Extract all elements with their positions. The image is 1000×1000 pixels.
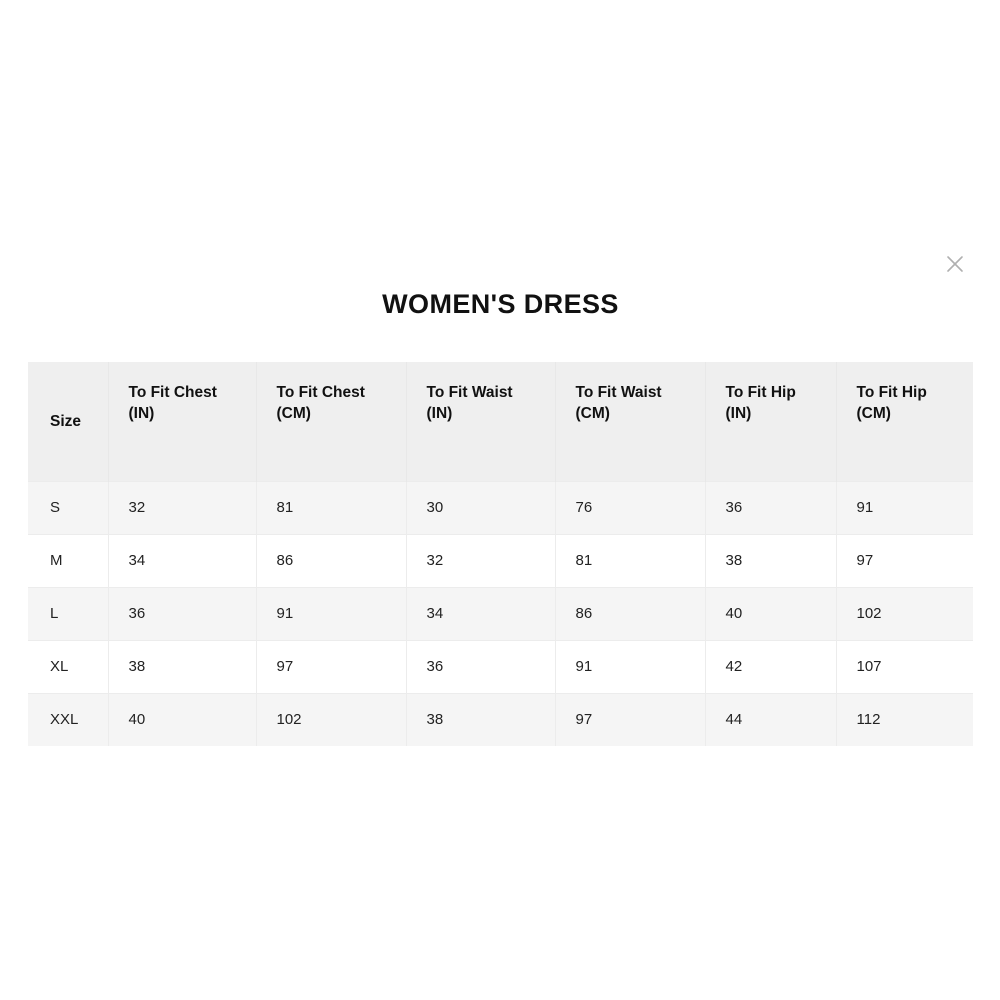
cell-chest-in: 36 [108, 586, 257, 640]
size-chart-modal: WOMEN'S DRESS Size To Fit Chest (IN) To … [28, 230, 973, 750]
size-chart-table: Size To Fit Chest (IN) To Fit Chest (CM)… [28, 362, 973, 746]
table-header: Size To Fit Chest (IN) To Fit Chest (CM)… [28, 362, 973, 481]
cell-waist-in: 36 [406, 639, 556, 693]
cell-chest-in: 34 [108, 533, 257, 587]
cell-hip-cm: 91 [836, 480, 973, 534]
cell-waist-in: 32 [406, 533, 556, 587]
page-title: WOMEN'S DRESS [382, 289, 619, 319]
cell-waist-in: 30 [406, 480, 556, 534]
cell-hip-in: 42 [705, 639, 837, 693]
column-header-hip-cm: To Fit Hip (CM) [836, 362, 973, 481]
cell-waist-cm: 97 [555, 692, 706, 746]
table-body: S 32 81 30 76 36 91 M 34 86 32 81 38 97 [28, 480, 973, 746]
cell-size: XXL [28, 692, 109, 746]
column-header-chest-in: To Fit Chest (IN) [108, 362, 257, 481]
cell-size: M [28, 533, 109, 587]
cell-hip-in: 38 [705, 533, 837, 587]
column-header-size: Size [28, 362, 109, 481]
cell-waist-cm: 76 [555, 480, 706, 534]
cell-size: S [28, 480, 109, 534]
cell-hip-cm: 107 [836, 639, 973, 693]
table-row: XL 38 97 36 91 42 107 [28, 639, 973, 693]
cell-waist-in: 34 [406, 586, 556, 640]
cell-size: XL [28, 639, 109, 693]
cell-chest-in: 38 [108, 639, 257, 693]
table-row: XXL 40 102 38 97 44 112 [28, 692, 973, 746]
table-row: S 32 81 30 76 36 91 [28, 480, 973, 534]
cell-hip-cm: 97 [836, 533, 973, 587]
cell-hip-cm: 112 [836, 692, 973, 746]
table-row: M 34 86 32 81 38 97 [28, 533, 973, 587]
cell-chest-cm: 86 [256, 533, 407, 587]
table-row: L 36 91 34 86 40 102 [28, 586, 973, 640]
cell-waist-cm: 86 [555, 586, 706, 640]
cell-chest-cm: 97 [256, 639, 407, 693]
column-header-chest-cm: To Fit Chest (CM) [256, 362, 407, 481]
cell-chest-in: 32 [108, 480, 257, 534]
column-header-hip-in: To Fit Hip (IN) [705, 362, 837, 481]
cell-waist-in: 38 [406, 692, 556, 746]
close-icon-glyph [947, 256, 963, 272]
cell-hip-in: 40 [705, 586, 837, 640]
cell-chest-cm: 91 [256, 586, 407, 640]
cell-hip-cm: 102 [836, 586, 973, 640]
cell-hip-in: 44 [705, 692, 837, 746]
cell-waist-cm: 81 [555, 533, 706, 587]
cell-chest-cm: 102 [256, 692, 407, 746]
cell-chest-in: 40 [108, 692, 257, 746]
table-header-row: Size To Fit Chest (IN) To Fit Chest (CM)… [28, 362, 973, 481]
column-header-waist-cm: To Fit Waist (CM) [555, 362, 706, 481]
cell-chest-cm: 81 [256, 480, 407, 534]
size-chart-table-wrapper: Size To Fit Chest (IN) To Fit Chest (CM)… [28, 362, 973, 746]
cell-hip-in: 36 [705, 480, 837, 534]
column-header-waist-in: To Fit Waist (IN) [406, 362, 556, 481]
cell-waist-cm: 91 [555, 639, 706, 693]
cell-size: L [28, 586, 109, 640]
close-icon[interactable] [937, 246, 973, 282]
